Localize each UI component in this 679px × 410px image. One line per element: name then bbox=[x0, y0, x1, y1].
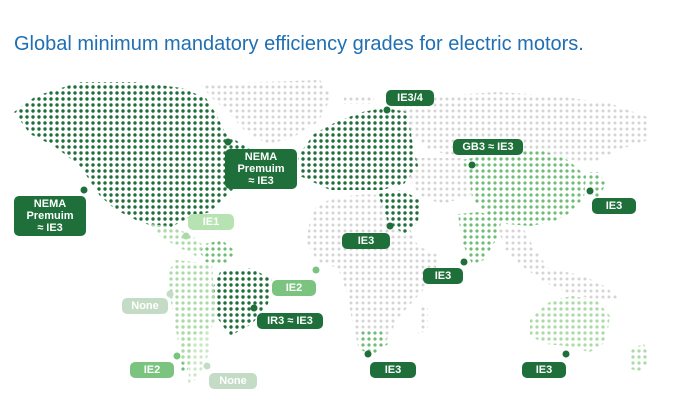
label-india: IE3 bbox=[423, 268, 463, 284]
greenland-region bbox=[200, 80, 332, 144]
label-usa-line-1: NEMA bbox=[33, 198, 67, 210]
marker-brazil bbox=[250, 304, 258, 312]
marker-india bbox=[460, 258, 468, 266]
marker-europe bbox=[383, 106, 391, 114]
label-canada-line-3: ≈ IE3 bbox=[248, 175, 274, 187]
argentina-region bbox=[188, 330, 212, 384]
label-middle-east: IE3 bbox=[342, 233, 390, 249]
label-australia: IE3 bbox=[522, 362, 566, 378]
marker-chile bbox=[173, 352, 181, 360]
label-central-america: None bbox=[122, 298, 168, 314]
marker-argentina bbox=[203, 362, 211, 370]
europe-region bbox=[298, 108, 418, 190]
label-chile: IE2 bbox=[130, 362, 174, 378]
marker-china bbox=[468, 161, 476, 169]
label-brazil: IR3 ≈ IE3 bbox=[257, 313, 323, 329]
middle-east-region bbox=[378, 190, 420, 234]
label-canada-line-2: Premuim bbox=[237, 163, 285, 175]
label-europe: IE3/4 bbox=[386, 90, 434, 106]
china-region bbox=[462, 148, 586, 226]
marker-colombia bbox=[312, 266, 320, 274]
label-china: GB3 ≈ IE3 bbox=[453, 139, 523, 155]
mexico-region bbox=[150, 224, 204, 256]
marker-canada bbox=[224, 138, 232, 146]
southeast-asia-region bbox=[498, 226, 620, 300]
label-mexico: IE1 bbox=[188, 214, 234, 230]
marker-usa bbox=[80, 186, 88, 194]
label-usa-line-2: Premuim bbox=[26, 210, 74, 222]
label-south-africa: IE3 bbox=[370, 362, 416, 378]
colombia-region bbox=[196, 240, 236, 266]
australia-region bbox=[530, 296, 610, 352]
south-africa-region bbox=[358, 328, 388, 356]
label-canada: NEMA Premuim ≈ IE3 bbox=[225, 149, 297, 189]
new-zealand-region bbox=[628, 344, 650, 372]
africa-region bbox=[306, 194, 440, 352]
marker-south-africa bbox=[364, 350, 372, 358]
marker-middle-east bbox=[386, 222, 394, 230]
label-colombia: IE2 bbox=[272, 280, 316, 296]
north-america-region bbox=[14, 82, 264, 230]
label-usa-line-3: ≈ IE3 bbox=[37, 222, 63, 234]
madagascar-region bbox=[418, 306, 428, 334]
north-atlantic-islands-region bbox=[344, 96, 374, 104]
marker-japan bbox=[586, 187, 594, 195]
brazil-region bbox=[212, 268, 272, 336]
label-argentina: None bbox=[209, 373, 257, 389]
marker-australia bbox=[562, 350, 570, 358]
central-asia-region bbox=[408, 158, 476, 204]
marker-mexico bbox=[182, 232, 190, 240]
label-canada-line-1: NEMA bbox=[244, 151, 278, 163]
label-japan: IE3 bbox=[592, 198, 636, 214]
page-title: Global minimum mandatory efficiency grad… bbox=[14, 33, 584, 55]
marker-central-america bbox=[166, 290, 174, 298]
label-usa: NEMA Premuim ≈ IE3 bbox=[14, 196, 86, 236]
india-region bbox=[458, 212, 502, 264]
